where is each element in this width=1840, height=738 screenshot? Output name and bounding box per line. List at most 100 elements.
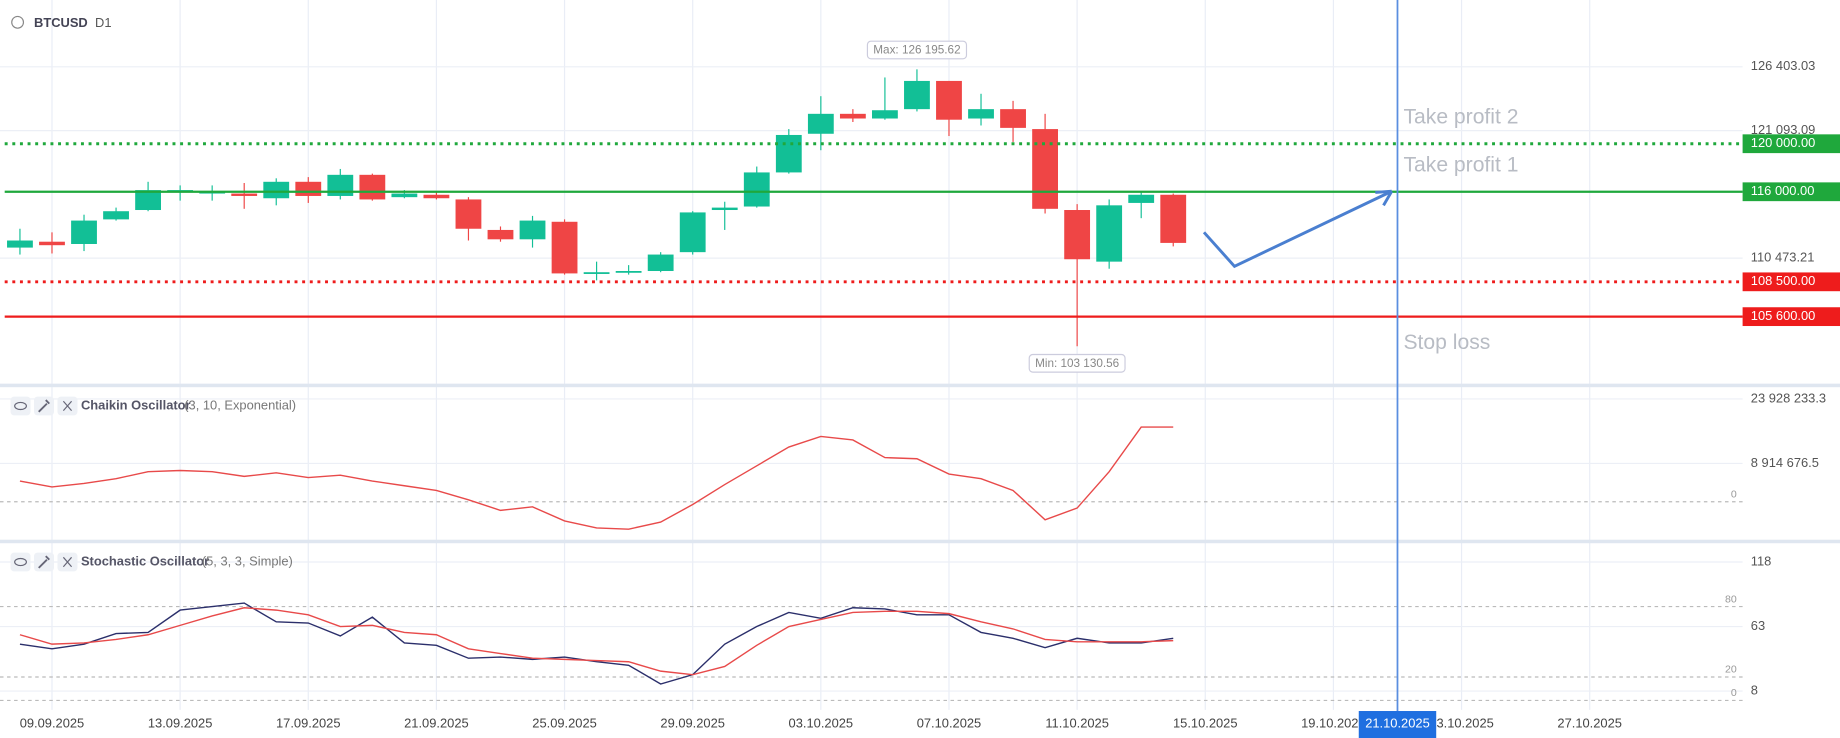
timeframe: D1 bbox=[95, 15, 111, 30]
candle-body bbox=[103, 211, 129, 220]
candle-body bbox=[231, 193, 258, 196]
price-level-label: 105 600.00 bbox=[1751, 308, 1816, 323]
x-tick-label: 23.10.2025 bbox=[1429, 715, 1494, 730]
price-level-label: 108 500.00 bbox=[1751, 273, 1816, 288]
indicator-line bbox=[19, 602, 1174, 685]
candle-body bbox=[391, 193, 418, 198]
close-glyph bbox=[62, 400, 73, 412]
candle-body bbox=[615, 271, 642, 273]
x-tick-label: 15.10.2025 bbox=[1173, 715, 1238, 730]
candle-body bbox=[1064, 210, 1091, 260]
x-tick-label: 11.10.2025 bbox=[1045, 715, 1109, 730]
y-tick-label: 63 bbox=[1751, 618, 1765, 633]
candle-body bbox=[583, 272, 610, 274]
candle-body bbox=[1032, 129, 1058, 209]
eye-icon[interactable] bbox=[10, 396, 31, 416]
x-tick-label: 21.09.2025 bbox=[404, 715, 469, 730]
y-tick-label: 118 bbox=[1751, 553, 1772, 568]
close-glyph bbox=[62, 556, 73, 568]
arrow-head bbox=[1375, 189, 1394, 207]
candle-body bbox=[839, 113, 866, 119]
candle-body bbox=[968, 109, 994, 119]
candle-body bbox=[936, 80, 962, 120]
panel-separator bbox=[0, 539, 1840, 544]
candle-body bbox=[551, 221, 578, 274]
extreme-label-box bbox=[1028, 353, 1126, 373]
x-tick-label: 07.10.2025 bbox=[917, 715, 982, 730]
indicator-line bbox=[19, 607, 1174, 676]
candle-body bbox=[1128, 194, 1155, 203]
panel-icons bbox=[10, 396, 78, 572]
price-level-label: 116 000.00 bbox=[1751, 183, 1815, 198]
candle-body bbox=[359, 174, 386, 200]
candle-body bbox=[647, 254, 674, 272]
level-label: 20 bbox=[1725, 664, 1737, 676]
crosshair-tag bbox=[1358, 711, 1437, 738]
candle-body bbox=[295, 181, 322, 196]
x-tick-label: 29.09.2025 bbox=[660, 715, 725, 730]
x-tick-label: 03.10.2025 bbox=[789, 715, 854, 730]
y-tick-label: 110 473.21 bbox=[1751, 250, 1815, 265]
candle-body bbox=[1000, 109, 1026, 128]
extreme-label-box bbox=[866, 40, 968, 60]
candle-body bbox=[872, 110, 898, 119]
price-level-label: 120 000.00 bbox=[1751, 135, 1816, 150]
candle-body bbox=[39, 241, 65, 246]
level-label: 0 bbox=[1731, 489, 1737, 501]
indicator-title: Stochastic Oscillator bbox=[81, 553, 209, 568]
candle-body bbox=[775, 134, 802, 173]
extreme-label-text: Min: 103 130.56 bbox=[1035, 357, 1119, 370]
level-annotation: Stop loss bbox=[1403, 331, 1490, 354]
crosshair-label: 21.10.2025 bbox=[1365, 715, 1430, 730]
candle-body bbox=[263, 181, 290, 199]
y-tick-label: 8 bbox=[1751, 682, 1758, 697]
x-tick-label: 17.09.2025 bbox=[276, 715, 341, 730]
candle-body bbox=[743, 172, 770, 207]
candle-body bbox=[807, 113, 834, 134]
panel-separator bbox=[0, 383, 1840, 388]
eye-glyph bbox=[14, 401, 27, 411]
x-tick-label: 25.09.2025 bbox=[532, 715, 597, 730]
candle-body bbox=[1096, 205, 1123, 262]
candle-body bbox=[135, 190, 161, 211]
x-tick-label: 27.10.2025 bbox=[1557, 715, 1622, 730]
candle-body bbox=[1160, 194, 1187, 243]
level-label: 80 bbox=[1725, 593, 1737, 605]
eye-icon[interactable] bbox=[10, 552, 31, 572]
x-tick-label: 19.10.2025 bbox=[1301, 715, 1366, 730]
y-tick-label: 126 403.03 bbox=[1751, 58, 1816, 73]
price-level-tag bbox=[1742, 182, 1840, 202]
candle-body bbox=[7, 240, 33, 248]
extreme-label-text: Max: 126 195.62 bbox=[873, 44, 960, 57]
price-level-tag bbox=[1742, 307, 1840, 327]
price-level-tag bbox=[1742, 134, 1840, 154]
price-level-tag bbox=[1742, 272, 1840, 292]
x-tick-label: 13.09.2025 bbox=[148, 715, 213, 730]
extreme-label: Max: 126 195.62 bbox=[866, 40, 968, 60]
level-annotation: Take profit 1 bbox=[1403, 154, 1518, 177]
candle-body bbox=[711, 207, 738, 211]
wrench-glyph bbox=[38, 555, 50, 569]
candle-body bbox=[904, 80, 930, 110]
level-label: 0 bbox=[1731, 687, 1737, 699]
candle-body bbox=[519, 220, 546, 240]
indicator-params: (5, 3, 3, Simple) bbox=[202, 553, 293, 568]
y-tick-label: 23 928 233.3 bbox=[1751, 390, 1826, 405]
forecast-arrow bbox=[1202, 189, 1393, 269]
extreme-label: Min: 103 130.56 bbox=[1028, 353, 1126, 373]
indicator-params: (3, 10, Exponential) bbox=[184, 397, 296, 412]
candle-body bbox=[679, 212, 706, 253]
info-icon[interactable] bbox=[11, 15, 25, 29]
candle-body bbox=[487, 229, 514, 240]
wrench-glyph bbox=[38, 399, 50, 413]
indicator-line bbox=[19, 426, 1174, 530]
y-tick-label: 121 093.09 bbox=[1751, 122, 1816, 137]
candle-body bbox=[71, 220, 97, 244]
eye-glyph bbox=[14, 557, 27, 567]
y-tick-label: 8 914 676.5 bbox=[1751, 455, 1819, 470]
level-annotation: Take profit 2 bbox=[1403, 105, 1518, 128]
